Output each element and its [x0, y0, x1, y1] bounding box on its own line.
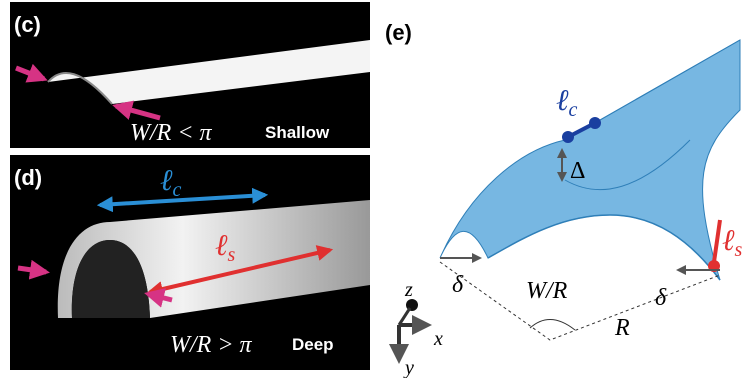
axes-triad: z x y	[399, 279, 443, 378]
regime: Deep	[292, 335, 334, 354]
edge-length: ℓs	[722, 224, 743, 261]
angle-label: W/R	[526, 278, 568, 304]
z-axis-line	[399, 308, 410, 325]
panel-label: (e)	[385, 20, 412, 45]
angle-arc	[530, 319, 575, 330]
subscript: c	[569, 99, 578, 121]
sag-label: Δ	[570, 158, 585, 184]
symbol: ℓ	[722, 224, 735, 257]
crease-length: ℓc	[556, 84, 578, 121]
panel-c: (c) W/R < π Shallow	[10, 2, 370, 148]
symbol: ℓ	[160, 164, 173, 197]
offset-label: δ	[655, 285, 667, 311]
axis-label: z	[404, 279, 413, 301]
subscript: s	[735, 239, 743, 261]
figure: (c) W/R < π Shallow (d) ℓc ℓs W/R > π De…	[0, 0, 747, 378]
panel-d: (d) ℓc ℓs W/R > π Deep	[10, 155, 370, 370]
marker-dot	[589, 117, 601, 129]
subscript: s	[228, 244, 236, 266]
panel-e: (e) ℓc Δ ℓs δ δ W/R R z x y	[385, 20, 743, 378]
offset-label: δ	[452, 272, 464, 298]
axis-label: x	[433, 328, 443, 350]
marker-dot	[562, 131, 574, 143]
edge-marker	[714, 220, 720, 262]
condition: W/R < π	[130, 120, 213, 146]
panel-label: (c)	[14, 12, 41, 37]
radius-lines	[440, 262, 720, 340]
symbol: ℓ	[556, 84, 569, 117]
condition: W/R > π	[170, 332, 253, 358]
axis-label: y	[403, 357, 414, 378]
regime: Shallow	[265, 123, 330, 142]
symbol: ℓ	[215, 229, 228, 262]
surface	[440, 40, 740, 280]
radius-label: R	[614, 315, 630, 341]
subscript: c	[173, 179, 182, 201]
panel-label: (d)	[14, 165, 42, 190]
